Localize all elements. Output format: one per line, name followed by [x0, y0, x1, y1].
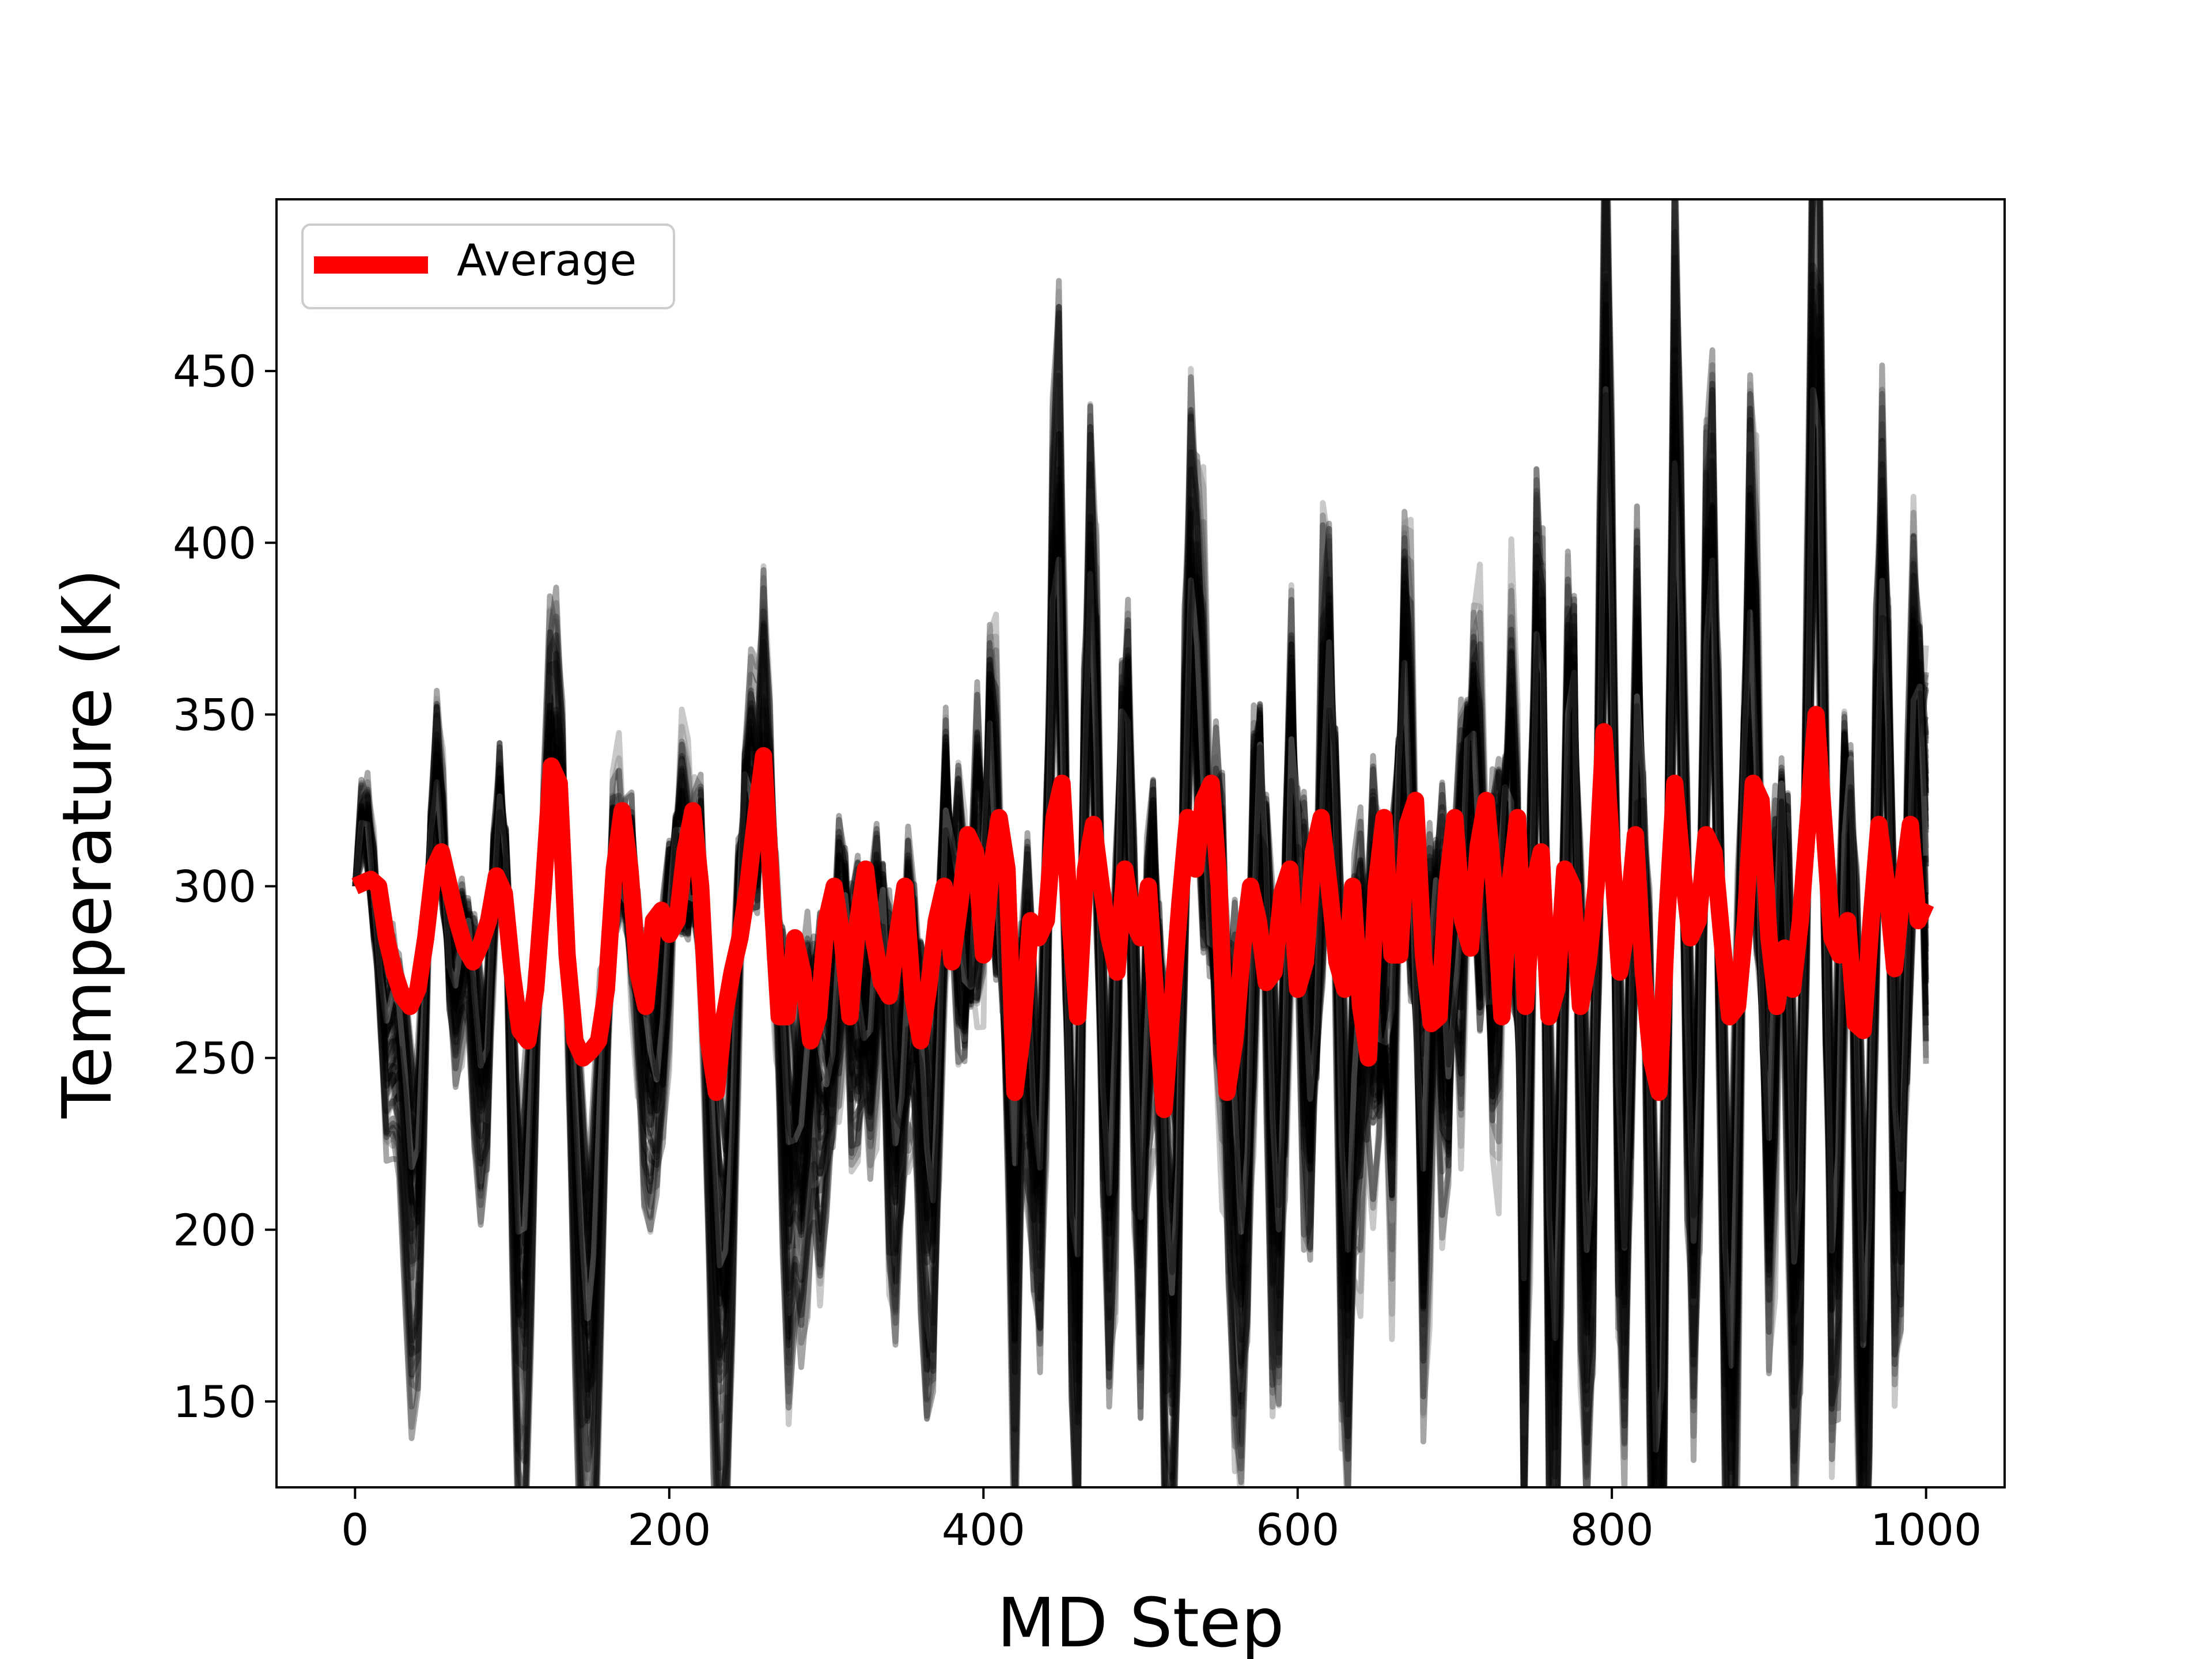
trajectory-line	[352, 199, 1929, 1487]
trajectory-line	[352, 199, 1929, 1487]
y-tick-label: 200	[173, 1205, 256, 1256]
x-axis: 0 200 400 600 800 1000	[341, 1487, 1982, 1555]
x-tick-label: 0	[341, 1504, 369, 1555]
legend: Average	[301, 224, 675, 309]
y-tick-label: 350	[173, 689, 256, 740]
x-tick-label: 400	[942, 1504, 1025, 1555]
x-tick-label: 600	[1256, 1504, 1339, 1555]
x-tick-label: 1000	[1870, 1504, 1982, 1555]
y-axis: 150 200 250 300 350 400 450	[173, 346, 276, 1427]
legend-box	[301, 224, 675, 309]
axes-frame	[275, 198, 2006, 1488]
average-series	[351, 706, 1934, 1119]
x-tick-label: 200	[627, 1504, 711, 1555]
legend-label-average: Average	[457, 234, 637, 286]
y-tick-label: 400	[173, 517, 256, 569]
average-line	[351, 706, 1934, 1119]
y-tick-label: 150	[173, 1376, 256, 1427]
y-tick-label: 250	[173, 1033, 256, 1084]
trajectory-line	[352, 379, 1929, 1417]
y-tick-label: 300	[173, 861, 256, 912]
x-tick-label: 800	[1570, 1504, 1654, 1555]
trajectory-line	[352, 199, 1929, 1487]
x-axis-label: MD Step	[997, 1583, 1285, 1659]
y-tick-label: 450	[173, 346, 256, 397]
trajectory-line	[352, 227, 1929, 1487]
y-axis-label: Temperature (K)	[47, 569, 127, 1119]
